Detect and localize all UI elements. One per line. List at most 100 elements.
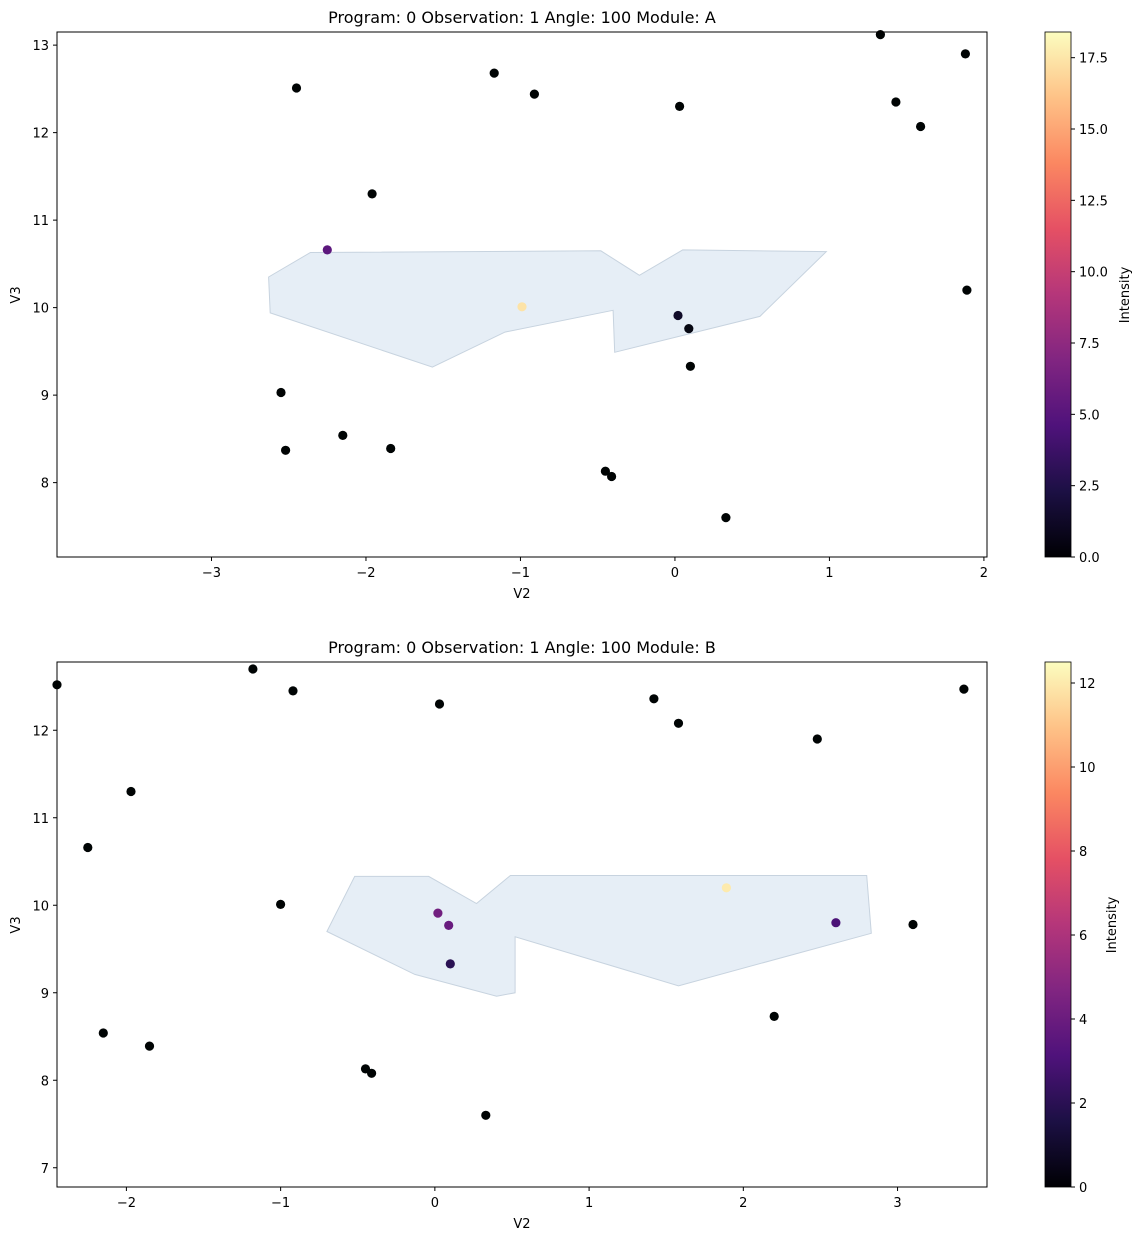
y-tick-label: 9: [41, 389, 49, 404]
colorbar: [1044, 661, 1072, 1188]
colorbar-tick-label: 6: [1079, 929, 1087, 944]
colorbar-tick-label: 2: [1079, 1097, 1087, 1112]
x-axis-label: V2: [513, 1217, 530, 1232]
scatter-point: [517, 302, 527, 312]
colorbar-tick-label: 2.5: [1079, 480, 1100, 495]
scatter-point: [875, 29, 886, 40]
scatter-point: [908, 919, 918, 930]
colorbar-tick-label: 10.0: [1079, 266, 1108, 281]
x-tick-label: −3: [202, 566, 221, 581]
scatter-point: [673, 718, 684, 728]
y-axis: 7 8 9 10 11 12: [32, 724, 57, 1177]
y-tick-label: 8: [41, 477, 49, 492]
colorbar-tick-label: 17.5: [1079, 52, 1108, 67]
scatter-point: [831, 918, 841, 928]
y-tick-label: 12: [32, 724, 49, 739]
scatter-point: [433, 908, 443, 918]
scatter-point: [444, 920, 454, 931]
scatter-point: [322, 245, 332, 255]
footprint-polygon: [326, 875, 872, 997]
scatter-point: [721, 513, 731, 523]
scatter-point: [607, 471, 617, 482]
x-axis-label: V2: [513, 587, 530, 602]
scatter-point: [649, 694, 659, 704]
scatter-point: [338, 430, 348, 440]
scatter-point: [288, 686, 298, 696]
scatter-point: [673, 310, 683, 321]
scatter-point: [684, 324, 694, 334]
scatter-point: [386, 443, 396, 454]
chart-title: Program: 0 Observation: 1 Angle: 100 Mod…: [328, 638, 716, 657]
scatter-point: [276, 387, 286, 398]
scatter-point: [600, 466, 611, 476]
x-tick-label: 2: [739, 1196, 747, 1211]
y-tick-label: 10: [32, 302, 49, 317]
scatter-point: [721, 883, 732, 893]
colorbar-label: Intensity: [1118, 266, 1133, 323]
colorbar-label: Intensity: [1105, 896, 1120, 953]
colorbar-tick-label: 8: [1079, 845, 1087, 860]
plot-frame: [56, 661, 988, 1188]
plot-area: [268, 29, 972, 523]
colorbar-tick-label: 0.0: [1079, 551, 1100, 566]
y-axis-label: V3: [9, 916, 24, 933]
colorbar-ticks: 0.0 2.5 5.0 7.5 10.0 12.5 15.0 17.5: [1071, 52, 1108, 566]
x-tick-label: −2: [117, 1196, 136, 1211]
y-tick-label: 12: [32, 127, 49, 142]
scatter-point: [276, 899, 286, 910]
y-tick-label: 11: [32, 812, 49, 827]
y-tick-label: 11: [32, 214, 49, 229]
scatter-point: [769, 1011, 779, 1022]
x-tick-label: 0: [431, 1196, 439, 1211]
colorbar-tick-label: 4: [1079, 1013, 1087, 1028]
y-tick-label: 13: [32, 39, 49, 54]
x-axis: −2 −1 0 1 2 3: [117, 1187, 902, 1211]
plot-frame: [56, 31, 988, 558]
scatter-point: [685, 361, 696, 371]
scatter-point: [812, 734, 822, 744]
scatter-point: [916, 121, 926, 132]
colorbar-ticks: 0 2 4 6 8 10 12: [1071, 677, 1096, 1196]
scatter-point: [489, 68, 499, 78]
chart-module-b: Program: 0 Observation: 1 Angle: 100 Mod…: [9, 638, 1120, 1232]
scatter-point: [445, 959, 455, 969]
scatter-point: [891, 97, 901, 107]
colorbar-tick-label: 12.5: [1079, 194, 1108, 209]
chart-module-a: Program: 0 Observation: 1 Angle: 100 Mod…: [9, 8, 1133, 602]
colorbar-tick-label: 10: [1079, 761, 1096, 776]
scatter-point: [960, 49, 971, 59]
y-tick-label: 7: [41, 1162, 49, 1177]
x-tick-label: −2: [356, 566, 375, 581]
y-tick-label: 10: [32, 899, 49, 914]
scatter-point: [126, 786, 136, 797]
x-tick-label: 0: [671, 566, 679, 581]
scatter-point: [675, 101, 685, 111]
y-tick-label: 8: [41, 1074, 49, 1089]
y-axis-label: V3: [9, 286, 24, 303]
colorbar-tick-label: 15.0: [1079, 123, 1108, 138]
x-tick-label: −1: [511, 566, 530, 581]
y-axis: 8 9 10 11 12 13: [32, 39, 57, 492]
scatter-point: [367, 189, 377, 199]
scatter-point: [367, 1068, 377, 1078]
scatter-point: [481, 1110, 491, 1120]
colorbar-tick-label: 0: [1079, 1181, 1087, 1196]
footprint-polygon: [268, 249, 828, 368]
scatter-point: [98, 1028, 108, 1038]
x-tick-label: 1: [585, 1196, 593, 1211]
scatter-point: [962, 285, 972, 295]
x-axis: −3 −2 −1 0 1 2: [202, 557, 988, 581]
colorbar-tick-label: 7.5: [1079, 337, 1100, 352]
x-tick-label: −1: [271, 1196, 290, 1211]
scatter-point: [144, 1041, 155, 1051]
scatter-point: [959, 684, 969, 694]
colorbar: [1044, 31, 1072, 558]
y-tick-label: 9: [41, 987, 49, 1002]
x-tick-label: 1: [825, 566, 833, 581]
colorbar-tick-label: 12: [1079, 677, 1096, 692]
colorbar-tick-label: 5.0: [1079, 408, 1100, 423]
scatter-point: [291, 83, 302, 93]
scatter-point: [529, 89, 540, 99]
plot-area: [52, 664, 969, 1120]
